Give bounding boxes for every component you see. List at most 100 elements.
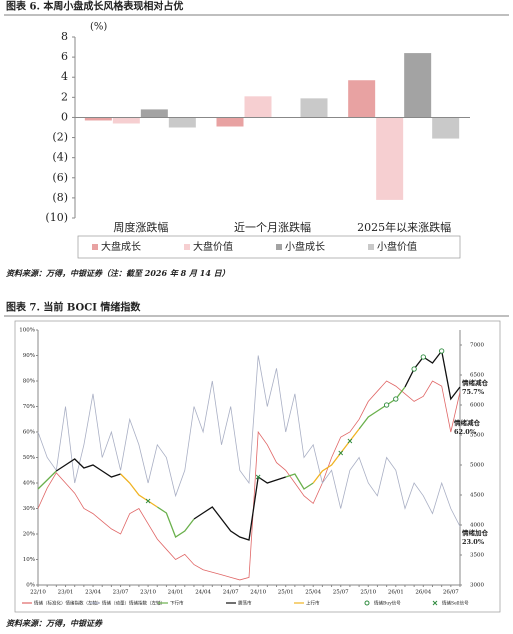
x-tick-label: 25/01: [278, 590, 294, 596]
legend-label: 大盘价值: [193, 240, 233, 253]
bar: [216, 117, 244, 127]
bar: [140, 109, 168, 118]
y-tick-label: (8): [52, 191, 68, 204]
annotation: 75.7%: [462, 388, 485, 396]
y-tick-label: 60%: [23, 430, 35, 436]
y-tick-label: 80%: [23, 379, 35, 385]
y-tick-label: 100%: [19, 328, 35, 334]
x-tick-label: 26/01: [388, 590, 404, 596]
y2-tick-label: 5500: [470, 433, 484, 439]
sell-signal: [255, 474, 261, 480]
x-tick-label: 24/07: [223, 590, 239, 596]
y2-tick-label: 3500: [470, 553, 484, 559]
buy-signal: [420, 354, 426, 360]
y-tick-label: (6): [52, 171, 68, 184]
x-tick-label: 25/10: [360, 590, 376, 596]
y-tick-label: 10%: [23, 557, 35, 563]
sell-signal: [338, 450, 344, 456]
y-tick-label: 0: [61, 110, 68, 123]
y-tick-label: 4: [61, 70, 68, 83]
bar: [348, 80, 376, 118]
legend-label: 情绪（标准化）情绪指数（左轴）: [34, 600, 102, 607]
legend-swatch: [276, 244, 282, 250]
y-tick-label: 30%: [23, 506, 35, 512]
legend-label: 情绪Buy信号: [374, 600, 401, 607]
x-tick-label: 26/04: [415, 590, 431, 596]
legend-label: 震荡市: [238, 600, 252, 607]
legend-box: [77, 235, 461, 259]
annotation: 情绪减仓: [462, 378, 489, 387]
x-tick-label: 26/07: [443, 590, 459, 596]
annotation: 62.0%: [454, 428, 477, 436]
bar: [404, 53, 432, 118]
legend-label: 情绪Sell信号: [442, 600, 469, 607]
legend-swatch: [368, 244, 374, 250]
x-tick-label: 22/10: [30, 590, 46, 596]
buy-signal: [439, 348, 445, 354]
x-tick-label: 23/07: [113, 590, 129, 596]
y-tick-label: (10): [45, 211, 68, 224]
source: 资料来源：万得，中银证券（注：截至 2026 年 8 月 14 日）: [6, 268, 230, 278]
bar: [432, 117, 460, 139]
buy-signal: [383, 402, 390, 408]
series-line: [37, 355, 461, 527]
annotation: 情绪减仓: [454, 418, 481, 427]
y-tick-label: 20%: [23, 532, 35, 538]
figure-title: 图表 6. 本周小盘成长风格表现相对占优: [6, 0, 183, 13]
y-tick-label: 50%: [23, 455, 35, 461]
legend-marker: [432, 600, 438, 606]
sell-signal: [347, 438, 353, 444]
bar: [300, 98, 328, 118]
series-line: [37, 380, 461, 581]
legend-swatch: [92, 244, 98, 250]
y-tick-label: 40%: [23, 481, 35, 487]
x-tick-label: 25/07: [333, 590, 349, 596]
legend-label: 大盘成长: [101, 240, 141, 253]
y-tick-label: 90%: [23, 353, 35, 359]
x-tick-label: 周度涨跌幅: [113, 220, 168, 234]
series-line: [55, 349, 461, 541]
legend-label: 上行市: [306, 600, 320, 607]
y2-tick-label: 5000: [470, 463, 484, 469]
bar: [168, 117, 196, 128]
chart-frame: [14, 320, 501, 613]
x-tick-label: 近一个月涨跌幅: [234, 220, 311, 234]
x-tick-label: 25/04: [305, 590, 321, 596]
y-tick-label: 70%: [23, 404, 35, 410]
legend-label: 下行市: [170, 600, 184, 607]
y2-tick-label: 6500: [470, 373, 484, 379]
legend-marker: [364, 600, 370, 606]
series-line: [37, 386, 406, 538]
source: 资料来源：万得，中银证券: [6, 618, 103, 628]
legend-swatch: [184, 244, 190, 250]
buy-signal: [411, 366, 417, 372]
y2-tick-label: 6000: [470, 403, 484, 409]
y-unit: (%): [90, 22, 107, 33]
x-tick-label: 23/10: [140, 590, 156, 596]
y-tick-label: 6: [61, 50, 68, 63]
legend-label: 情绪（动量）情绪指数（左轴）: [102, 600, 165, 607]
x-tick-label: 23/04: [85, 590, 101, 596]
legend-label: 小盘成长: [285, 240, 325, 253]
y2-tick-label: 7000: [470, 343, 484, 349]
y-tick-label: 8: [61, 30, 68, 43]
bar: [112, 117, 140, 124]
legend-label: 小盘价值: [377, 240, 417, 253]
bar: [376, 117, 404, 200]
x-tick-label: 24/04: [195, 590, 211, 596]
y2-tick-label: 3000: [470, 583, 484, 589]
y2-tick-label: 4500: [470, 493, 484, 499]
y-tick-label: (2): [52, 131, 68, 144]
x-tick-label: 23/01: [58, 590, 74, 596]
sell-signal: [145, 498, 151, 504]
annotation: 23.0%: [462, 538, 485, 546]
bar: [84, 117, 112, 121]
y2-tick-label: 4000: [470, 523, 484, 529]
buy-signal: [393, 396, 399, 402]
x-tick-label: 2025年以来涨跌幅: [357, 220, 451, 234]
annotation: 情绪加仓: [462, 528, 489, 537]
x-tick-label: 24/10: [250, 590, 266, 596]
bar: [244, 96, 272, 118]
figure-title: 图表 7. 当前 BOCI 情绪指数: [6, 301, 141, 314]
x-tick-label: 24/01: [168, 590, 184, 596]
